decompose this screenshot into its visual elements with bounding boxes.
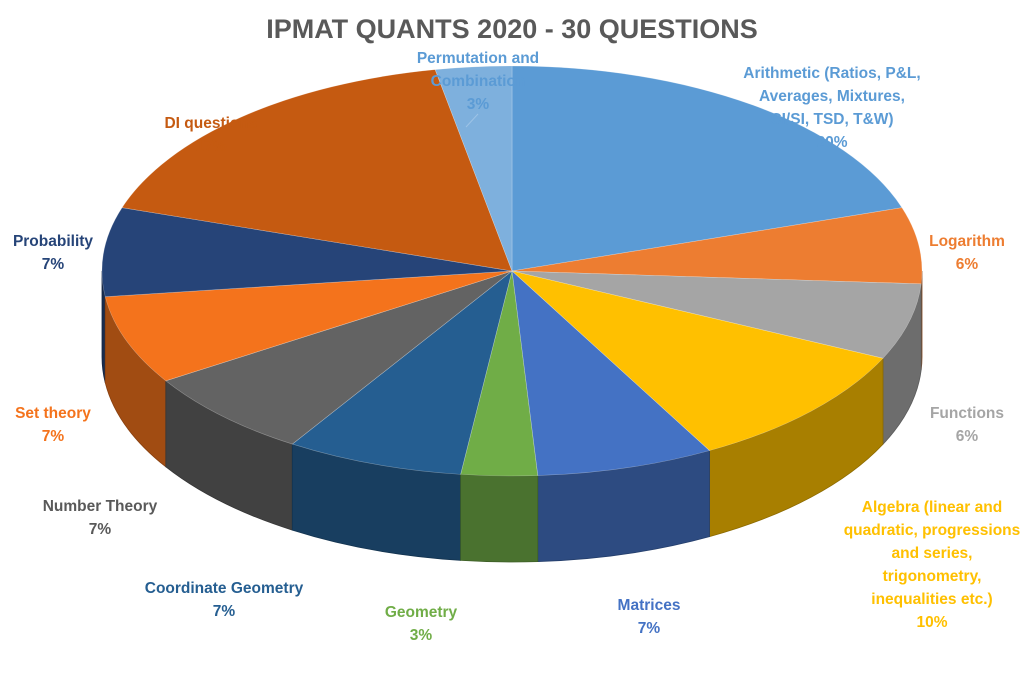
slice-label-9: Set theory 7% — [15, 405, 91, 445]
slice-label-8: Number Theory 7% — [43, 498, 158, 538]
slice-label-10: Probability 7% — [13, 233, 93, 273]
slice-labels: Arithmetic (Ratios, P&L, Averages, Mixtur… — [13, 50, 1020, 644]
pie-top-faces — [101, 65, 923, 477]
slice-11 — [121, 69, 513, 272]
slice-value-6: 3% — [410, 627, 433, 644]
slice-value-1: 20% — [816, 134, 847, 151]
slice-value-5: 7% — [638, 620, 661, 637]
slice-value-2: 6% — [956, 256, 979, 273]
slice-value-10: 7% — [42, 256, 65, 273]
slice-label-12: Permutation and Combination 3% — [417, 50, 539, 113]
slice-6 — [460, 270, 539, 477]
slice-label-11: DI questions 17% — [164, 115, 257, 155]
slice-value-3: 6% — [956, 428, 979, 445]
slice-2 — [511, 207, 923, 285]
slice-label-3: Functions 6% — [930, 405, 1004, 445]
slice-value-7: 7% — [213, 603, 236, 620]
slice-7 — [291, 270, 513, 475]
slice-value-9: 7% — [42, 428, 65, 445]
slice-label-6: Geometry 3% — [385, 604, 458, 644]
slice-label-2: Logarithm 6% — [929, 233, 1005, 273]
slice-10 — [101, 207, 513, 298]
slice-value-11: 17% — [195, 138, 226, 155]
slice-value-8: 7% — [89, 521, 112, 538]
chart-title: IPMAT QUANTS 2020 - 30 QUESTIONS — [266, 14, 758, 44]
slice-3 — [511, 270, 922, 359]
slice-label-4: Algebra (linear and quadratic, progressio… — [844, 499, 1021, 631]
slice-8 — [165, 270, 513, 445]
slice-label-7: Coordinate Geometry 7% — [145, 580, 304, 620]
slice-value-12: 3% — [467, 96, 490, 113]
slice-4 — [510, 270, 884, 451]
slice-value-4: 10% — [916, 614, 947, 631]
slice-5 — [511, 270, 711, 476]
leader-line — [465, 113, 479, 128]
slice-12 — [434, 65, 513, 272]
slice-label-5: Matrices 7% — [618, 597, 681, 637]
slice-9 — [104, 270, 513, 382]
slice-label-1: Arithmetic (Ratios, P&L, Averages, Mixtur… — [743, 65, 920, 151]
slice-side-6 — [460, 473, 539, 563]
slice-1 — [511, 65, 903, 272]
